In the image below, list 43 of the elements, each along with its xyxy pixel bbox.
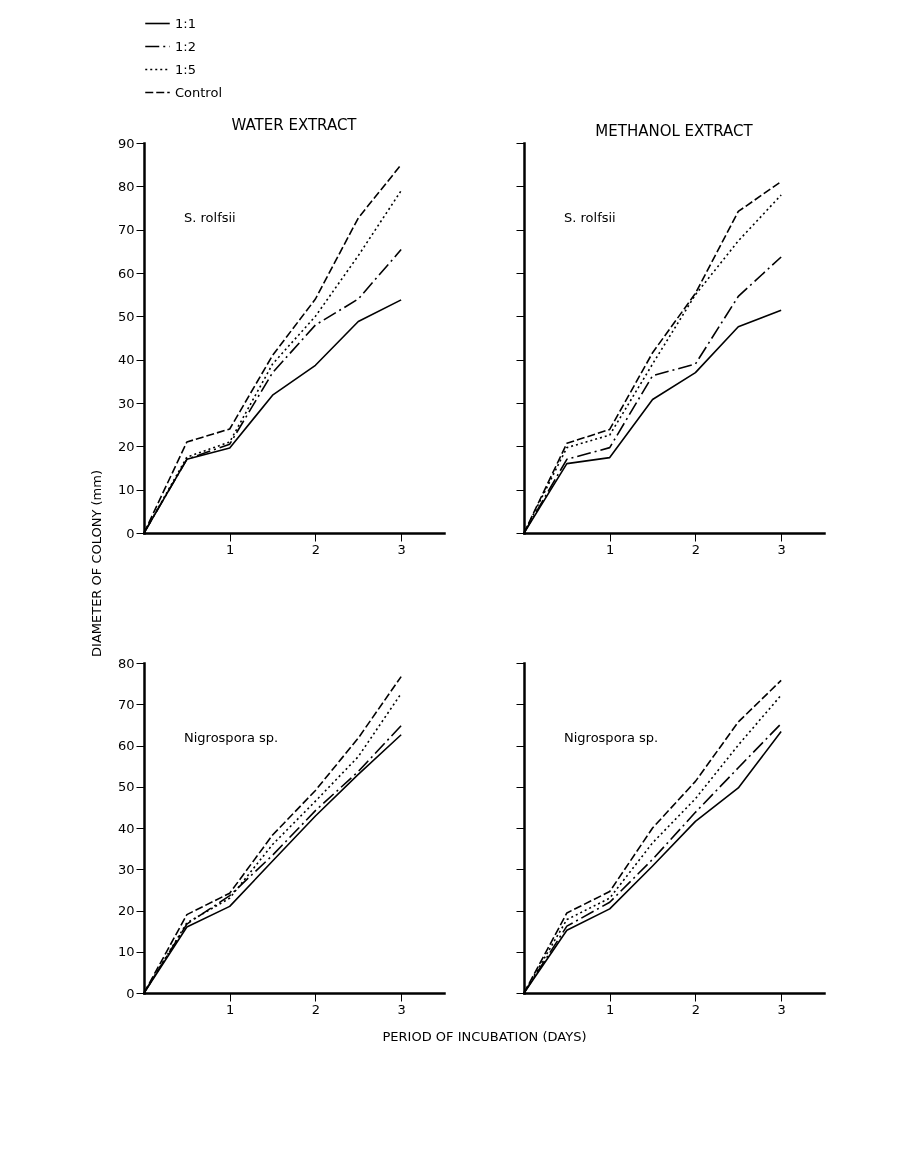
x-tick-label: 2 [691, 541, 701, 557]
legend-label: 1:5 [175, 61, 196, 77]
y-tick-label: 80 [117, 178, 135, 194]
annotation: S. rolfsii [184, 210, 236, 225]
y-tick-label: 20 [117, 903, 135, 918]
chart-title: WATER EXTRACT [231, 116, 358, 134]
x-tick-label: 3 [397, 541, 406, 557]
x-tick-label: 1 [226, 541, 235, 557]
y-tick-label: 70 [117, 696, 135, 712]
y-tick-label: 10 [117, 944, 135, 960]
x-tick-label: 1 [606, 541, 615, 557]
y-tick-label: 70 [117, 222, 135, 238]
y-tick-label: 0 [126, 525, 135, 541]
y-tick-label: 90 [117, 135, 135, 151]
y-tick-label: 80 [117, 655, 135, 671]
legend-label: Control [175, 84, 222, 100]
chart-title: METHANOL EXTRACT [595, 121, 754, 140]
x-tick-label: 2 [311, 541, 321, 557]
y-tick-label: 40 [117, 352, 135, 368]
y-tick-label: 50 [117, 779, 135, 795]
y-tick-label: 50 [117, 308, 135, 324]
annotation: S. rolfsii [564, 210, 616, 225]
legend-label: 1:2 [175, 38, 196, 54]
annotation: Nigrospora sp. [564, 730, 659, 745]
y-tick-label: 40 [117, 820, 135, 836]
x-tick-label: 2 [691, 1001, 701, 1017]
y-tick-label: 30 [117, 395, 135, 411]
x-tick-label: 3 [777, 1001, 786, 1017]
x-tick-label: 1 [226, 1001, 235, 1017]
y-tick-label: 0 [126, 985, 135, 1001]
y-tick-label: 60 [117, 738, 135, 753]
x-axis-title: PERIOD OF INCUBATION (DAYS) [382, 1028, 587, 1044]
y-axis-title: DIAMETER OF COLONY (mm) [88, 470, 104, 657]
y-tick-label: 30 [117, 861, 135, 877]
x-tick-label: 2 [311, 1001, 321, 1017]
y-tick-label: 10 [117, 482, 135, 498]
y-tick-label: 20 [117, 438, 135, 454]
annotation: Nigrospora sp. [184, 730, 279, 745]
x-tick-label: 1 [606, 1001, 615, 1017]
x-tick-label: 3 [397, 1001, 406, 1017]
y-tick-label: 60 [117, 265, 135, 281]
legend-label: 1:1 [175, 15, 196, 31]
x-tick-label: 3 [777, 541, 786, 557]
